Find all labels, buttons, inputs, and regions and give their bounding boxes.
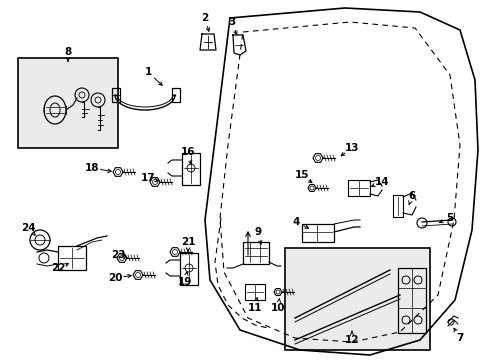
Bar xyxy=(244,284,264,300)
Text: 13: 13 xyxy=(344,143,359,153)
Text: 22: 22 xyxy=(51,263,65,273)
Text: 9: 9 xyxy=(254,227,261,237)
Bar xyxy=(397,268,425,333)
Text: 3: 3 xyxy=(228,17,235,27)
Text: 2: 2 xyxy=(201,13,208,23)
Text: 4: 4 xyxy=(292,217,299,227)
Text: 14: 14 xyxy=(374,177,388,187)
Bar xyxy=(302,224,333,242)
Bar xyxy=(180,253,198,285)
Bar xyxy=(182,153,200,185)
Bar xyxy=(347,180,369,196)
Bar xyxy=(243,242,268,264)
Text: 18: 18 xyxy=(84,163,99,173)
Bar xyxy=(285,248,429,350)
Text: 1: 1 xyxy=(144,67,151,77)
Text: 11: 11 xyxy=(247,303,262,313)
Text: 8: 8 xyxy=(64,47,71,57)
Text: 15: 15 xyxy=(294,170,308,180)
Text: 6: 6 xyxy=(407,191,415,201)
Text: 19: 19 xyxy=(178,277,192,287)
Text: 5: 5 xyxy=(446,213,453,223)
Bar xyxy=(112,88,120,102)
Bar xyxy=(172,88,180,102)
Text: 7: 7 xyxy=(455,333,463,343)
Bar xyxy=(392,195,402,217)
Text: 10: 10 xyxy=(270,303,285,313)
Text: 12: 12 xyxy=(344,335,359,345)
Text: 16: 16 xyxy=(181,147,195,157)
Bar xyxy=(18,58,118,148)
Text: 20: 20 xyxy=(107,273,122,283)
Text: 21: 21 xyxy=(181,237,195,247)
Text: 23: 23 xyxy=(110,250,125,260)
Text: 24: 24 xyxy=(20,223,35,233)
Bar xyxy=(58,246,86,270)
Text: 17: 17 xyxy=(141,173,155,183)
